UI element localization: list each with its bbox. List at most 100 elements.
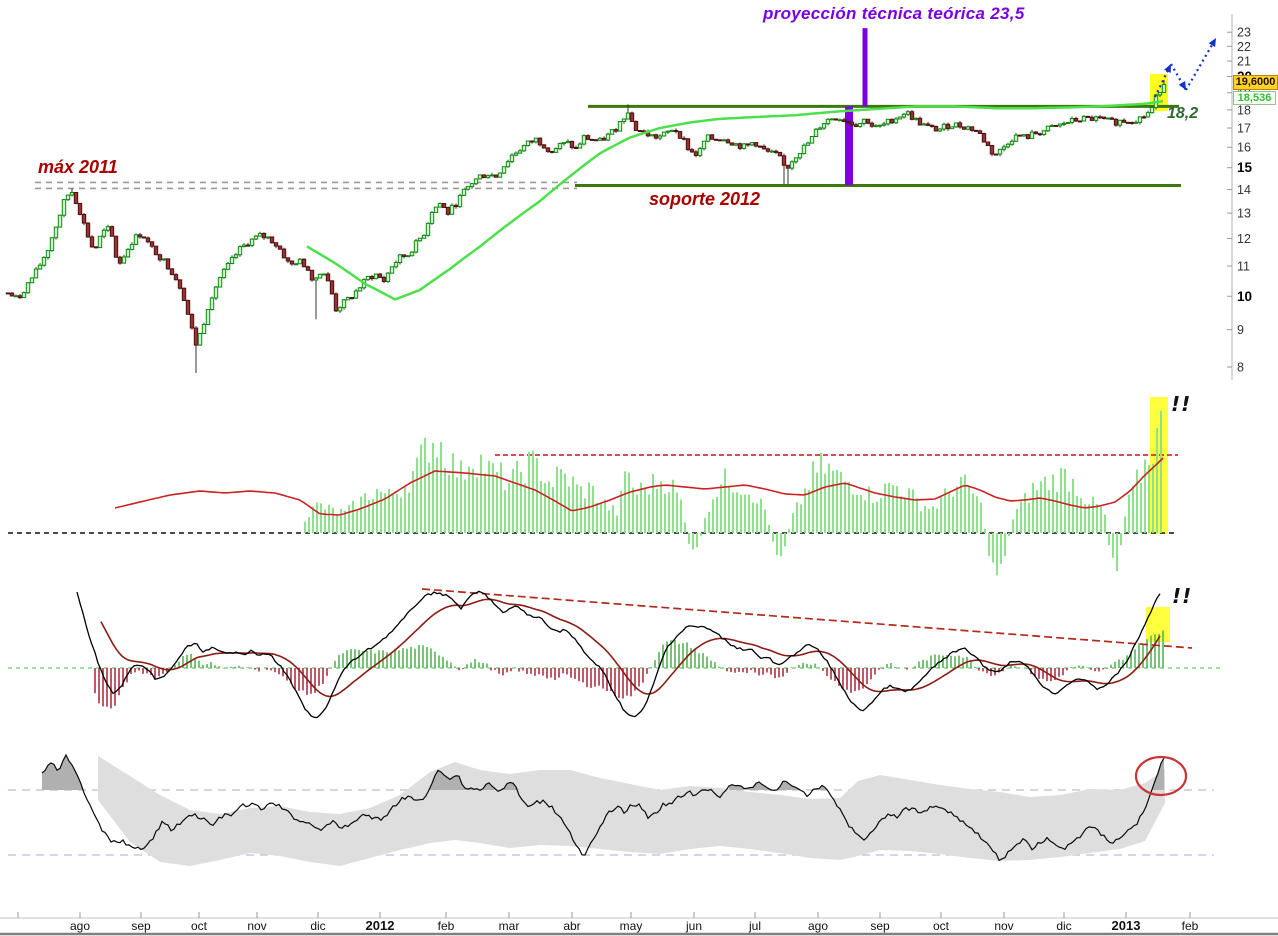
price-tick-label: 15 <box>1237 160 1253 175</box>
price-tick-label: 23 <box>1237 26 1251 40</box>
candle-body <box>637 130 643 133</box>
candle-body <box>1025 134 1031 139</box>
candle-body <box>69 191 75 196</box>
candle-body <box>673 129 679 133</box>
candle-body <box>1045 125 1051 132</box>
candle-body <box>53 226 59 239</box>
candle-body <box>893 118 899 124</box>
projection-arrowhead-icon <box>1208 38 1216 47</box>
candle-body <box>945 123 951 130</box>
candle-body <box>961 126 967 130</box>
candle-body <box>33 268 39 279</box>
year-label: 2013 <box>1112 918 1141 933</box>
oscillator-line <box>41 753 1165 862</box>
month-label: oct <box>191 919 208 933</box>
candle-body <box>1013 134 1019 142</box>
candle-body <box>553 148 559 153</box>
candle-body <box>381 276 387 282</box>
candle-body <box>45 250 51 258</box>
candle-body <box>461 188 467 196</box>
candle-body <box>141 236 147 239</box>
candle-body <box>629 112 635 122</box>
candle-body <box>309 269 315 281</box>
candle-body <box>241 244 247 248</box>
candle-body <box>153 245 159 256</box>
month-label: nov <box>994 919 1013 933</box>
candle-body <box>605 133 611 141</box>
candle-body <box>77 202 83 215</box>
candle-body <box>445 206 451 215</box>
month-label: oct <box>933 919 950 933</box>
candle-body <box>17 295 23 299</box>
candle-body <box>149 241 155 247</box>
candle-body <box>1109 117 1115 120</box>
candle-body <box>109 226 115 237</box>
candle-body <box>681 137 687 140</box>
candle-body <box>625 112 631 120</box>
candle-body <box>1093 116 1099 121</box>
candle-body <box>81 213 87 224</box>
soporte-2012-label: soporte 2012 <box>649 189 761 209</box>
candle-body <box>753 142 759 147</box>
candle-body <box>929 124 935 127</box>
candle-body <box>237 246 243 256</box>
candle-body <box>1017 134 1023 137</box>
candle-body <box>741 143 747 149</box>
month-label: dic <box>1056 919 1071 933</box>
macd-signal-line <box>100 598 1161 698</box>
candle-body <box>1133 121 1139 124</box>
projection-arrow-segment <box>1154 63 1172 98</box>
candle-body <box>689 149 695 153</box>
candle-body <box>757 145 763 148</box>
candle-body <box>1073 117 1079 122</box>
candle-body <box>993 153 999 156</box>
candle-body <box>473 178 479 185</box>
candle-body <box>593 139 599 142</box>
macd-alert-marks: !! <box>1172 584 1193 608</box>
candle-body <box>229 256 235 264</box>
candle-body <box>489 174 495 177</box>
candle-body <box>861 118 867 124</box>
candle-body <box>661 131 667 137</box>
candle-body <box>829 118 835 121</box>
candle-body <box>485 175 491 179</box>
candle-body <box>97 235 103 249</box>
overbought-fill <box>729 781 774 790</box>
price-tick-label: 17 <box>1237 122 1251 136</box>
candle-body <box>849 121 855 126</box>
candle-body <box>781 155 787 166</box>
macd-line <box>76 590 1161 719</box>
candle-body <box>969 126 975 131</box>
candle-body <box>117 256 123 264</box>
candle-body <box>421 234 427 239</box>
candle-body <box>221 268 227 279</box>
candle-body <box>957 122 963 128</box>
price-tick-label: 22 <box>1237 40 1251 54</box>
candle-body <box>889 118 895 124</box>
candle-body <box>917 117 923 126</box>
candle-body <box>789 161 795 169</box>
candle-body <box>1065 121 1071 124</box>
candle-body <box>1061 122 1067 125</box>
candle-body <box>1021 134 1027 137</box>
month-label: sep <box>870 919 890 933</box>
price-tick-label: 11 <box>1237 260 1250 274</box>
candle-body <box>541 144 547 149</box>
candle-body <box>161 258 167 261</box>
candle-body <box>517 150 523 154</box>
candle-body <box>145 237 151 243</box>
candle-body <box>897 116 903 120</box>
candle-body <box>913 117 919 120</box>
candle-body <box>105 226 111 231</box>
candle-body <box>433 206 439 213</box>
candle-body <box>837 119 843 122</box>
candle-body <box>697 148 703 157</box>
candle-body <box>29 277 35 284</box>
moving-average-value-tag: 18,536 <box>1233 91 1276 105</box>
candle-body <box>373 273 379 280</box>
candle-body <box>257 232 263 237</box>
month-label: sep <box>131 919 151 933</box>
candle-body <box>709 134 715 140</box>
candle-body <box>345 297 351 301</box>
